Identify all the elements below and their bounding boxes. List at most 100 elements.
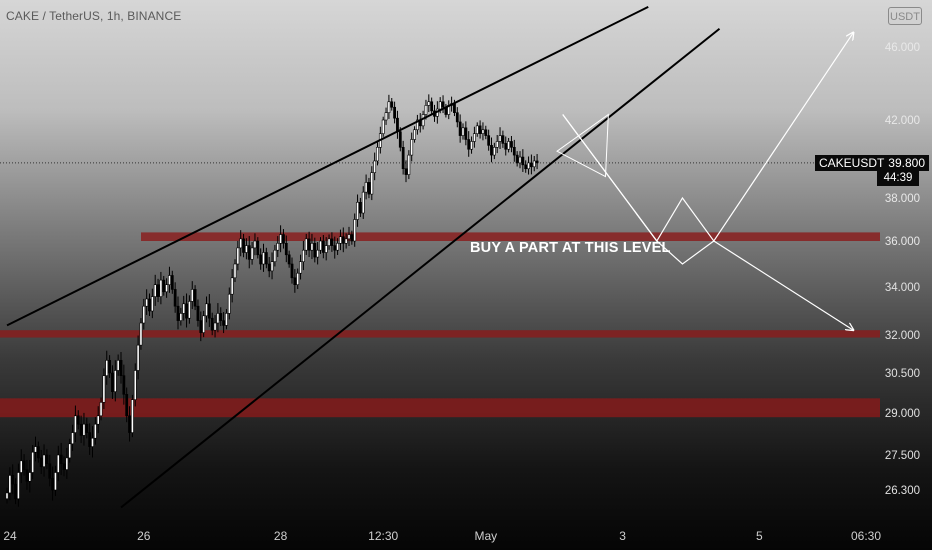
candle-body-62 [182, 303, 186, 314]
candle-body-126 [364, 182, 368, 193]
x-tick-label: 5 [756, 529, 763, 543]
candle-body-163 [470, 141, 473, 150]
y-tick-label: 27.500 [885, 450, 920, 462]
candle-body-29 [88, 432, 92, 447]
candle-body-49 [145, 298, 149, 307]
candle-body-136 [393, 106, 397, 119]
candle-body-140 [404, 168, 408, 175]
candle-body-73 [213, 322, 217, 331]
candle-body-170 [490, 145, 493, 156]
candle-body-173 [498, 135, 502, 142]
candle-body-183 [527, 162, 530, 170]
candle-body-153 [441, 101, 445, 108]
candle-layer [5, 94, 539, 507]
candle-body-141 [407, 154, 411, 175]
candle-body-142 [410, 139, 414, 156]
candle-body-60 [176, 305, 180, 321]
candle-body-176 [507, 141, 511, 150]
candle-body-164 [472, 133, 476, 142]
candle-body-7 [25, 469, 29, 482]
candle-body-107 [310, 243, 314, 251]
candle-body-71 [207, 303, 211, 319]
candle-body-52 [153, 284, 157, 297]
candle-body-149 [430, 101, 434, 112]
y-tick-label: 36.000 [885, 236, 920, 248]
candle-body-174 [501, 135, 505, 144]
candle-body-178 [512, 147, 516, 156]
candle-body-98 [284, 243, 288, 256]
support-zone-2 [0, 330, 880, 338]
candle-body-69 [202, 315, 206, 333]
triangle-pattern [556, 113, 609, 178]
candle-body-8 [28, 472, 32, 482]
y-tick-label: 42.000 [885, 115, 920, 127]
candle-body-135 [390, 101, 394, 108]
candle-body-24 [74, 415, 77, 433]
candle-body-185 [532, 160, 536, 168]
candle-body-19 [59, 454, 63, 465]
candle-body-2 [11, 475, 15, 485]
candle-body-179 [515, 154, 519, 164]
price-label-symbol: CAKEUSDT [819, 156, 885, 170]
candle-body-61 [179, 313, 183, 321]
candle-body-122 [353, 219, 357, 242]
candle-body-158 [455, 112, 459, 123]
candle-body-89 [259, 254, 263, 265]
candle-body-92 [267, 263, 271, 272]
candle-body-120 [347, 234, 351, 240]
candle-body-32 [96, 415, 100, 425]
candle-body-23 [71, 432, 74, 445]
candle-body-36 [108, 360, 112, 374]
candle-body-138 [398, 131, 402, 148]
candle-body-4 [16, 472, 20, 500]
x-tick-label: May [474, 529, 497, 543]
axis-layer: 46.000 42.000 38.000 36.000 34.000 32.000 30.5… [3, 42, 920, 543]
candle-body-144 [415, 119, 419, 131]
candle-body-108 [313, 243, 317, 258]
candle-body-186 [535, 160, 539, 164]
candle-body-175 [504, 143, 508, 150]
trendline-1 [6, 5, 649, 327]
candle-body-74 [216, 313, 220, 324]
candle-body-44 [131, 399, 134, 433]
candle-body-66 [193, 289, 197, 307]
candle-body-166 [478, 125, 482, 134]
candle-body-86 [250, 247, 254, 260]
candle-body-119 [344, 238, 348, 244]
candle-body-106 [307, 238, 311, 251]
candle-body-112 [324, 245, 328, 253]
candle-body-95 [276, 243, 280, 251]
candle-body-5 [19, 460, 23, 473]
x-tick-label: 24 [3, 529, 17, 543]
candle-body-169 [487, 135, 491, 146]
candle-body-123 [356, 202, 359, 220]
support-zone-1 [141, 232, 880, 241]
y-tick-label: 46.000 [885, 42, 920, 54]
candle-body-11 [36, 446, 40, 459]
x-tick-label: 3 [619, 529, 626, 543]
candle-body-117 [339, 236, 342, 244]
y-tick-label: 38.000 [885, 193, 920, 205]
candle-body-54 [159, 279, 163, 297]
candle-body-172 [495, 141, 499, 148]
candle-body-143 [413, 129, 416, 140]
candle-body-132 [381, 119, 385, 134]
bar-countdown: 44:39 [877, 171, 919, 186]
drawing-layer[interactable] [6, 5, 853, 509]
y-tick-label: 26.300 [885, 485, 920, 497]
candle-body-34 [102, 375, 106, 403]
candle-body-105 [304, 238, 308, 251]
currency-badge[interactable]: USDT [888, 7, 922, 25]
chart-annotation[interactable]: BUY A PART AT THIS LEVEL [470, 240, 671, 256]
candle-body-22 [68, 443, 72, 459]
candle-body-121 [350, 234, 354, 242]
candle-body-181 [521, 156, 525, 166]
candle-body-15 [48, 463, 52, 479]
candle-body-167 [481, 129, 485, 134]
candle-body-80 [233, 263, 237, 279]
candle-body-47 [139, 322, 143, 346]
candle-body-41 [122, 375, 126, 395]
candle-body-182 [524, 164, 528, 170]
